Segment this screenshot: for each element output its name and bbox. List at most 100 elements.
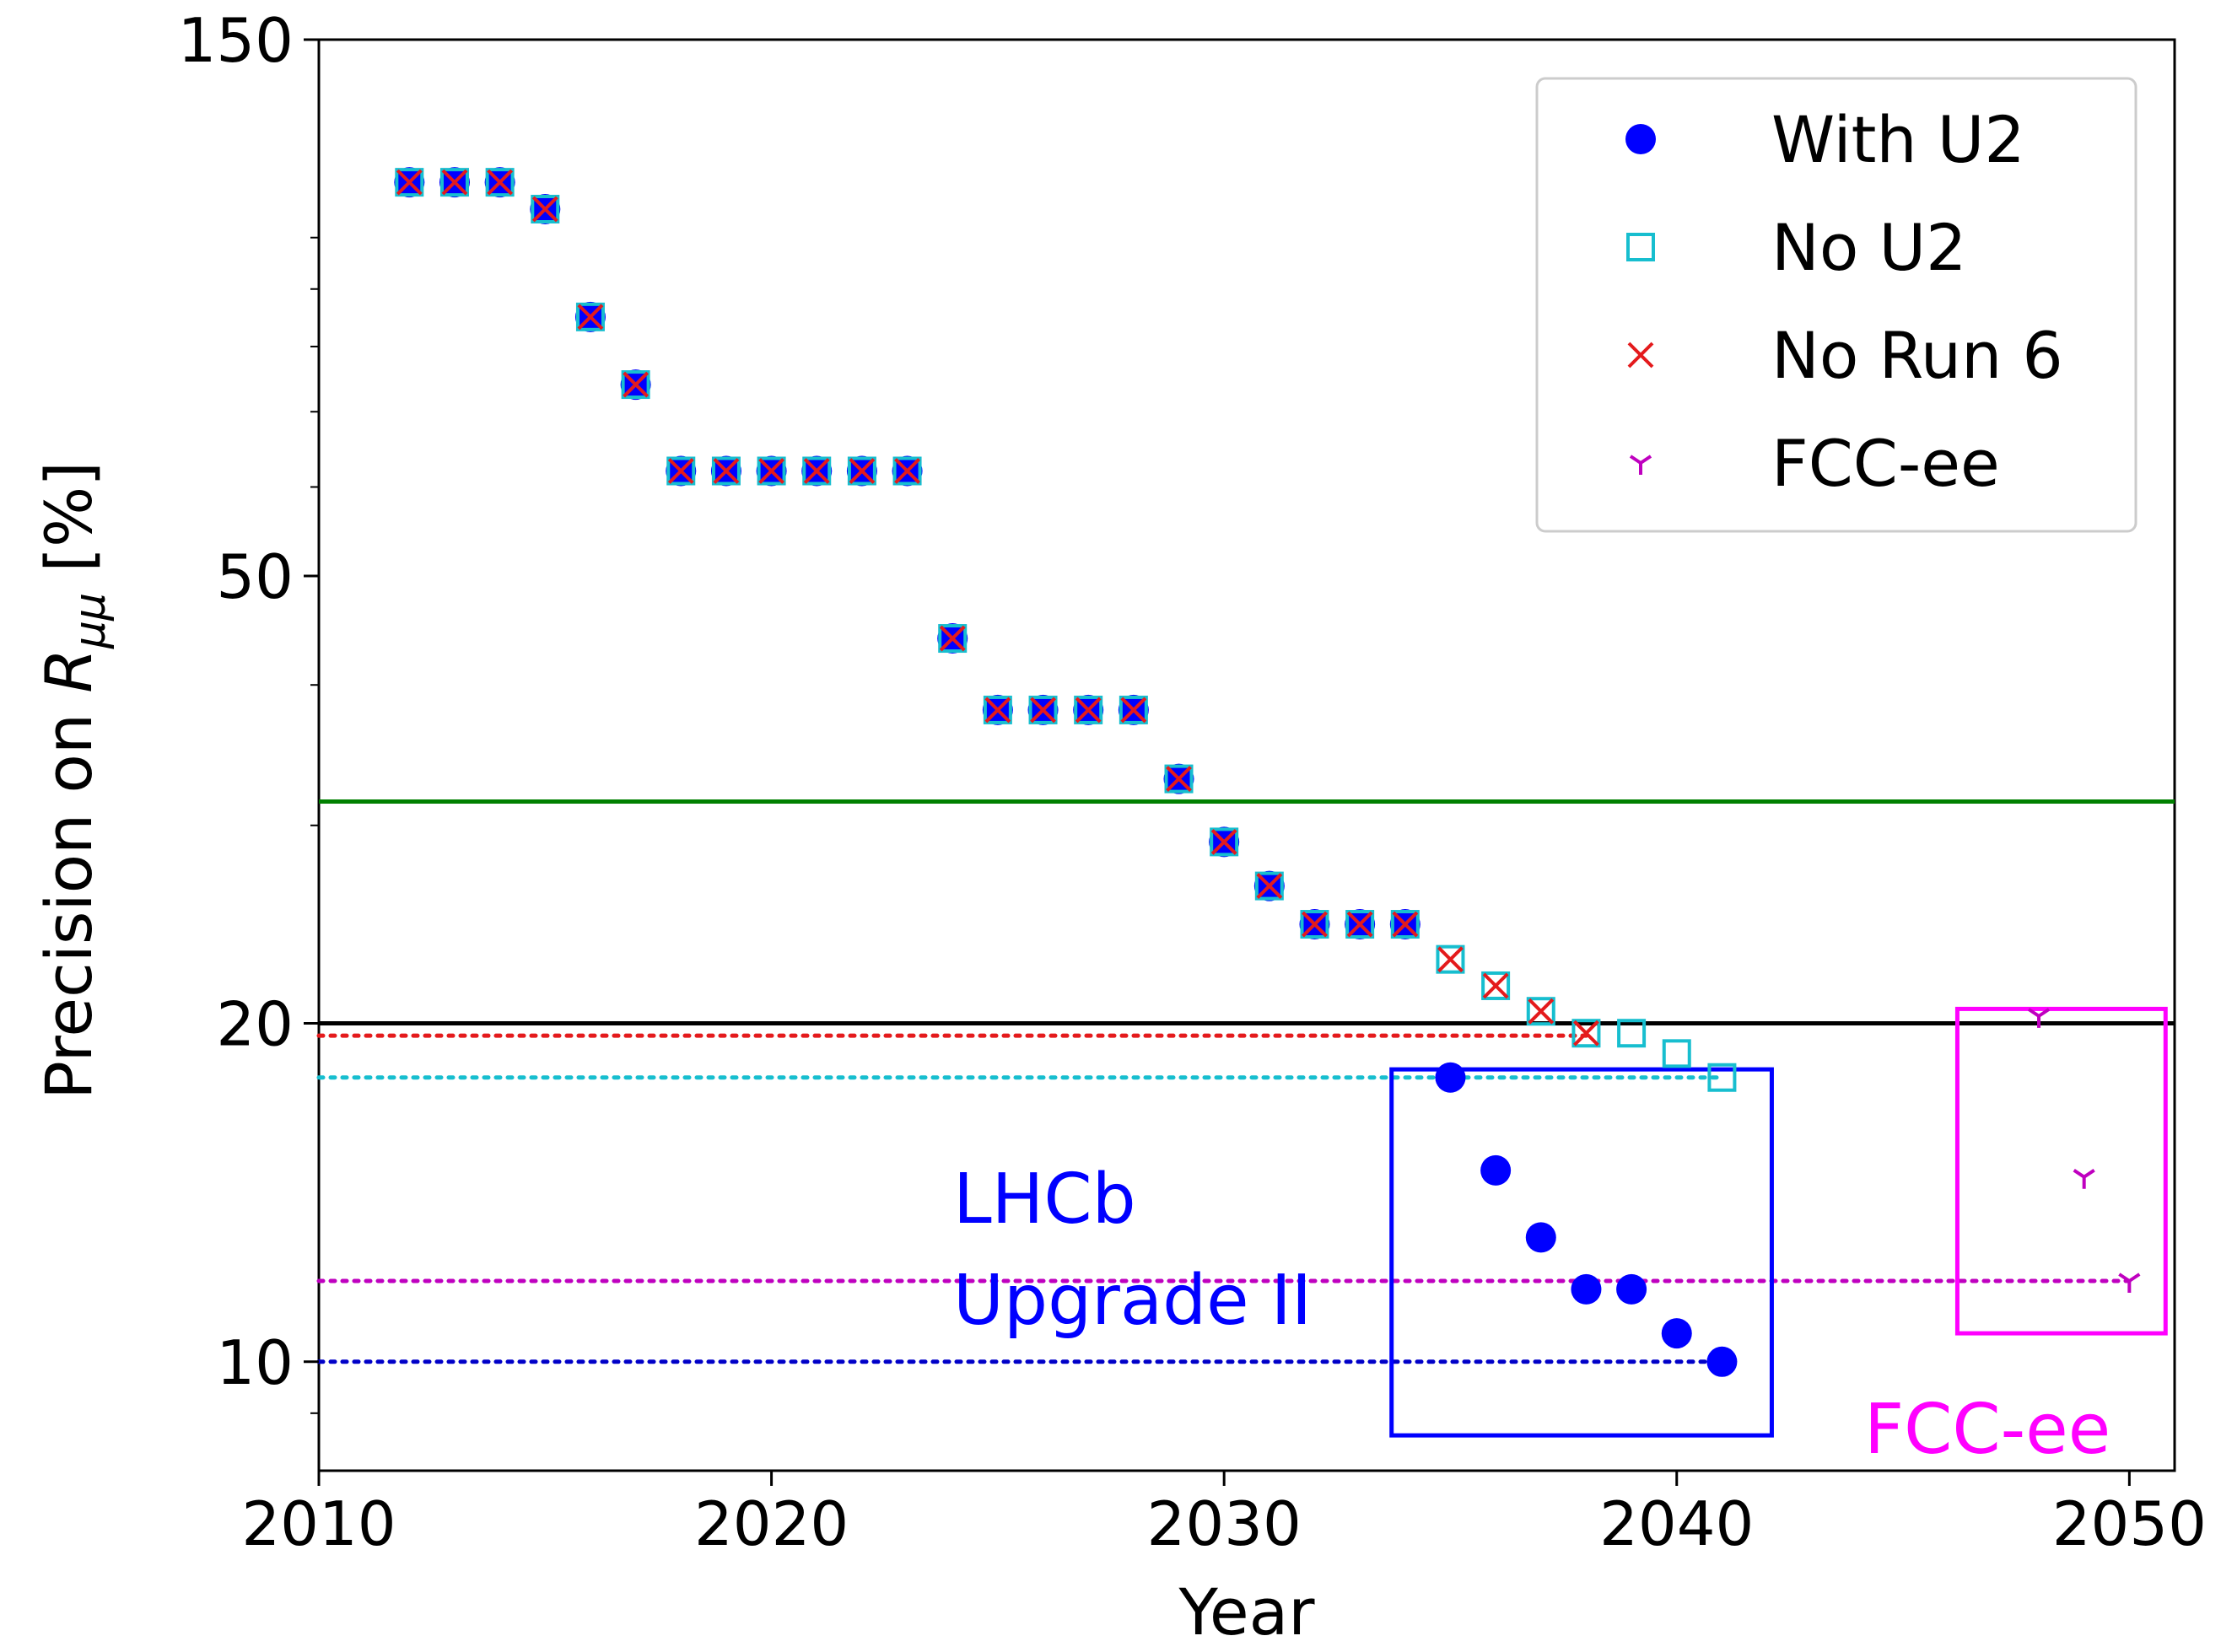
- series-no-u2: [395, 168, 1737, 1092]
- data-point: [2027, 1008, 2051, 1028]
- data-point: [1030, 697, 1056, 724]
- x-tick-label: 2030: [1147, 1488, 1302, 1559]
- data-point: [1256, 873, 1283, 900]
- data-point: [2118, 1273, 2141, 1293]
- data-point: [1119, 695, 1148, 724]
- data-point: [1481, 971, 1511, 1000]
- annotation-label: LHCb: [953, 1160, 1136, 1240]
- data-point: [531, 195, 560, 224]
- data-point: [1706, 1346, 1738, 1377]
- data-point: [1028, 695, 1058, 724]
- data-point: [713, 458, 740, 484]
- data-point: [1254, 871, 1284, 901]
- y-tick-label: 20: [216, 989, 294, 1060]
- data-point: [1210, 827, 1239, 857]
- data-point: [1120, 697, 1147, 724]
- annotation-label: Upgrade II: [953, 1261, 1312, 1341]
- x-tick-label: 2020: [694, 1488, 849, 1559]
- fcc-ee-box: [1954, 1006, 2168, 1336]
- lhcb-upgrade-box: [1389, 1067, 1774, 1438]
- legend-frame: [1535, 77, 2137, 533]
- x-tick-label: 2040: [1599, 1488, 1754, 1559]
- y-tick-label: 150: [178, 5, 294, 76]
- data-point: [667, 458, 694, 484]
- data-point: [575, 302, 605, 331]
- data-point: [1346, 911, 1373, 938]
- data-point: [1390, 910, 1420, 939]
- data-point: [1437, 946, 1464, 973]
- data-point: [487, 169, 514, 196]
- data-point: [1625, 124, 1656, 154]
- data-point: [1392, 911, 1419, 938]
- y-axis-label: Precision on Rμμ [%]: [31, 461, 116, 1100]
- series-no-run-6: [396, 169, 1599, 1047]
- legend-label: With U2: [1771, 102, 2025, 177]
- data-point: [623, 371, 650, 398]
- data-point: [1526, 997, 1555, 1026]
- legend-label: No U2: [1771, 210, 1967, 285]
- data-point: [803, 458, 830, 484]
- data-point: [1627, 342, 1654, 369]
- data-point: [1302, 911, 1328, 938]
- data-point: [1528, 998, 1555, 1025]
- legend-label: No Run 6: [1771, 318, 2063, 393]
- data-point: [1626, 233, 1655, 261]
- reference-lines: [316, 799, 2175, 1364]
- series-fcc-ee: [2027, 1008, 2141, 1293]
- data-point: [577, 304, 604, 331]
- legend-label: FCC-ee: [1771, 426, 2000, 501]
- legend: With U2 No U2 No Run 6 FCC-ee: [1535, 77, 2137, 533]
- annotation-label: FCC-ee: [1864, 1390, 2110, 1470]
- data-point: [396, 169, 423, 196]
- data-point: [395, 168, 424, 197]
- data-point: [441, 169, 468, 196]
- data-point: [1075, 697, 1102, 724]
- data-point: [1525, 1222, 1556, 1253]
- data-point: [1436, 944, 1465, 974]
- data-point: [1482, 972, 1509, 999]
- x-tick-label: 2050: [2052, 1488, 2207, 1559]
- data-point: [894, 458, 920, 484]
- data-point: [1074, 695, 1103, 724]
- x-tick-label: 2010: [241, 1488, 396, 1559]
- data-point: [983, 695, 1012, 724]
- y-tick-label: 10: [216, 1327, 294, 1398]
- data-point: [1617, 1019, 1647, 1048]
- y-tick-label: 50: [216, 541, 294, 612]
- axes: 2010 2020 2030 2040 2050102050150YearPrecisi…: [31, 5, 2207, 1649]
- data-point: [1661, 1318, 1692, 1349]
- data-point: [711, 456, 741, 486]
- data-point: [1629, 455, 1652, 475]
- data-point: [1571, 1273, 1602, 1305]
- data-point: [849, 458, 876, 484]
- data-point: [757, 456, 786, 486]
- data-point: [1166, 766, 1192, 793]
- data-point: [531, 196, 558, 223]
- data-point: [847, 456, 876, 486]
- data-point: [439, 168, 469, 197]
- data-point: [2073, 1169, 2095, 1189]
- data-point: [1435, 1062, 1466, 1093]
- data-point: [621, 370, 650, 400]
- data-point: [1573, 1020, 1599, 1047]
- data-point: [1345, 910, 1375, 939]
- data-point: [485, 168, 515, 197]
- data-point: [1616, 1273, 1647, 1305]
- annotations: LHCb Upgrade II FCC-ee: [953, 1006, 2168, 1470]
- data-point: [892, 456, 922, 486]
- data-point: [938, 624, 968, 654]
- data-point: [1164, 764, 1194, 794]
- data-point: [1210, 828, 1237, 855]
- data-point: [939, 625, 966, 652]
- data-point: [1571, 1019, 1601, 1048]
- data-point: [1662, 1039, 1691, 1068]
- data-point: [1707, 1063, 1737, 1092]
- data-point: [666, 456, 696, 486]
- data-point: [1300, 910, 1329, 939]
- data-point: [802, 456, 832, 486]
- data-point: [984, 697, 1011, 724]
- data-point: [758, 458, 784, 484]
- data-point: [1480, 1154, 1512, 1186]
